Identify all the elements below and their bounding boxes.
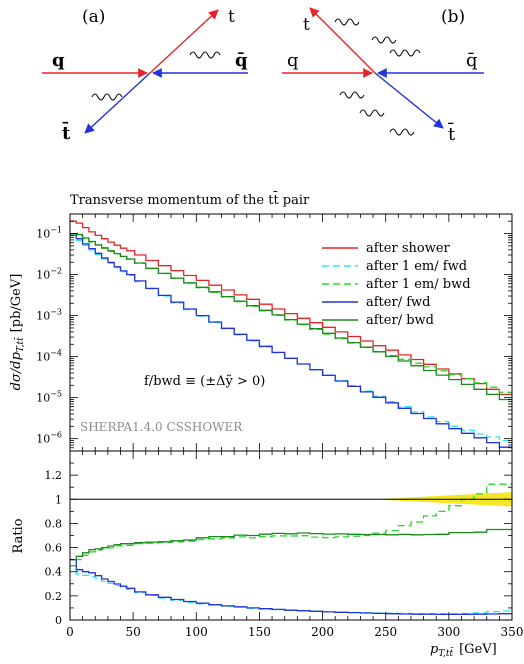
x-tick-label: 100: [185, 625, 208, 639]
x-tick-label: 250: [374, 625, 397, 639]
legend-label: after/ fwd: [366, 295, 430, 310]
diagram-b-label-t: t: [303, 15, 310, 35]
legend-label: after 1 em/ bwd: [366, 277, 471, 292]
ratio-y-tick-label: 0.8: [45, 517, 63, 530]
y-axis-label-sub: T,tt̄: [14, 337, 26, 353]
y-tick-label: 10−4: [36, 349, 62, 364]
ratio-y-tick-label: 1.2: [45, 469, 63, 482]
x-tick-label: 50: [126, 625, 141, 639]
diagram-a-label-t: t: [228, 7, 235, 27]
ratio-y-tick-label: 0.2: [45, 590, 63, 603]
ratio-y-tick-label: 0.4: [45, 566, 63, 579]
diagram-b-gluon: [334, 18, 360, 26]
y-axis-label: dσ/dpT,tt̄ [pb/GeV]: [9, 274, 26, 391]
x-axis-label-sub: T,tt̄: [438, 647, 454, 659]
y-tick-label: 10−2: [36, 267, 62, 282]
diagram-b-gluon: [359, 109, 385, 117]
diagram-b-tag: (b): [441, 7, 465, 27]
diagram-a-gluon: [189, 51, 221, 59]
legend-label: after/ bwd: [366, 313, 434, 328]
diagram-b: (b) q q̄ t t̄: [282, 7, 484, 145]
y-axis-label-main: dσ/dp: [9, 351, 24, 390]
axis-layer: 0 50 100 150 200 250 300 350 10−6 10−5 10−4 10−3 10−…: [36, 214, 523, 639]
ratio-y-axis-label: Ratio: [11, 518, 26, 553]
ratio-series-3: [70, 558, 512, 616]
x-tick-label: 0: [66, 625, 74, 639]
diagram-a-label-qbar: q̄: [235, 50, 248, 71]
chart-title: Transverse momentum of the tt̄ pair: [70, 191, 310, 208]
diagram-a-top-line: [149, 9, 219, 74]
x-tick-label: 150: [248, 625, 271, 639]
diagram-b-gluon: [389, 49, 421, 57]
y-tick-label: 10−3: [36, 308, 62, 323]
diagram-b-gluon: [389, 128, 415, 136]
series-layer: [70, 220, 512, 616]
main-series-4: [70, 232, 512, 448]
watermark: SHERPA1.4.0 CSSHOWER: [80, 420, 243, 434]
ratio-series-2: [70, 483, 512, 567]
chart: Transverse momentum of the tt̄ pair 0 50 1…: [9, 191, 523, 659]
legend: after shower after 1 em/ fwd after 1 em/ b…: [322, 241, 471, 328]
diagram-a-tag: (a): [82, 7, 105, 27]
diagram-b-top-line: [309, 7, 376, 74]
y-tick-label: 10−1: [36, 226, 62, 241]
y-axis-label-unit: [pb/GeV]: [9, 274, 24, 333]
diagram-b-label-tbar: t̄: [447, 121, 456, 145]
diagram-b-gluon: [371, 36, 397, 44]
y-tick-label: 10−6: [36, 431, 62, 446]
ratio-y-tick-label: 0: [55, 614, 62, 627]
x-tick-label: 350: [501, 625, 524, 639]
diagram-b-label-q: q: [287, 50, 299, 71]
ratio-series-1: [70, 565, 512, 615]
diagram-a-label-tbar: t̄: [62, 122, 71, 144]
diagram-a-label-q: q: [52, 50, 65, 71]
diagram-a: (a) q q̄ t t̄: [42, 7, 248, 144]
diagram-b-antitop-line: [374, 72, 444, 129]
x-tick-label: 300: [437, 625, 460, 639]
x-axis-label-unit: [GeV]: [459, 642, 497, 657]
x-axis-label: pT,tt̄ [GeV]: [430, 642, 497, 659]
diagram-b-gluon: [339, 91, 365, 99]
x-tick-label: 200: [311, 625, 334, 639]
legend-label: after shower: [366, 241, 451, 256]
y-tick-label: 10−5: [36, 390, 62, 405]
main-series-1: [70, 220, 512, 396]
ratio-y-tick-label: 0.6: [45, 542, 63, 555]
main-series-5: [70, 232, 512, 401]
diagram-a-gluon: [91, 93, 123, 101]
diagram-a-antitop-line: [84, 72, 151, 134]
legend-label: after 1 em/ fwd: [366, 259, 467, 274]
ratio-y-tick-label: 1: [55, 493, 62, 506]
x-axis-label-main: p: [430, 642, 439, 657]
diagram-b-label-qbar: q̄: [466, 50, 478, 71]
annotation: f/bwd ≡ (±Δỹ > 0): [144, 374, 265, 389]
ratio-series-4: [70, 528, 512, 561]
